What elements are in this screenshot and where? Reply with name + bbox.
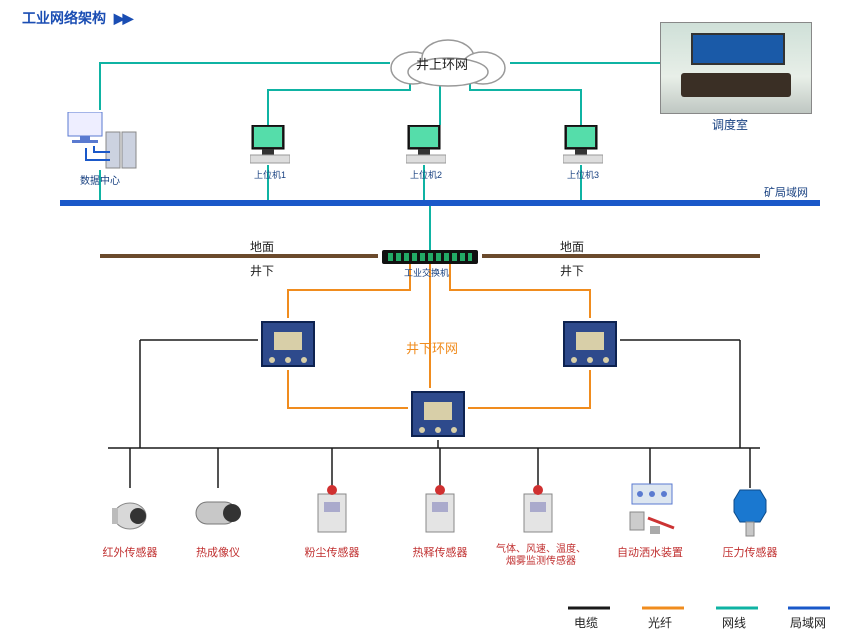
sensor-pressure-label: 压力传感器 — [718, 544, 782, 560]
legend-fiber: 光纤 — [648, 614, 672, 631]
host-1-label: 上位机1 — [250, 168, 290, 181]
mine-lan-label: 矿局域网 — [764, 184, 808, 200]
divider-above-1: 地面 — [250, 238, 274, 255]
sensor-pyroelectric-label: 热释传感器 — [410, 544, 470, 560]
sensor-sprinkler-label: 自动洒水装置 — [614, 544, 686, 560]
data-center-label: 数据中心 — [80, 172, 120, 187]
divider-above-2: 地面 — [560, 238, 584, 255]
host-2-label: 上位机2 — [406, 168, 446, 181]
sensor-infrared-label: 红外传感器 — [98, 544, 162, 560]
legend-lan: 局域网 — [790, 614, 826, 631]
legend-cable: 电缆 — [574, 614, 598, 631]
industrial-switch — [382, 250, 478, 264]
cloud-label: 井上环网 — [416, 54, 468, 73]
divider-below-1: 井下 — [250, 262, 274, 279]
lan-bar — [60, 200, 820, 206]
sensor-multi-label: 气体、风速、温度、烟雾监测传感器 — [494, 544, 588, 568]
dispatch-room — [660, 22, 812, 114]
divider-below-2: 井下 — [560, 262, 584, 279]
industrial-switch-label: 工业交换机 — [404, 266, 449, 279]
dispatch-room-label: 调度室 — [712, 116, 748, 133]
legend-netwire: 网线 — [722, 614, 746, 631]
sensor-thermal-label: 热成像仪 — [188, 544, 248, 560]
host-3-label: 上位机3 — [563, 168, 603, 181]
underground-ring-label: 井下环网 — [406, 338, 458, 357]
fiber-lines — [288, 264, 590, 408]
sensor-dust-label: 粉尘传感器 — [302, 544, 362, 560]
